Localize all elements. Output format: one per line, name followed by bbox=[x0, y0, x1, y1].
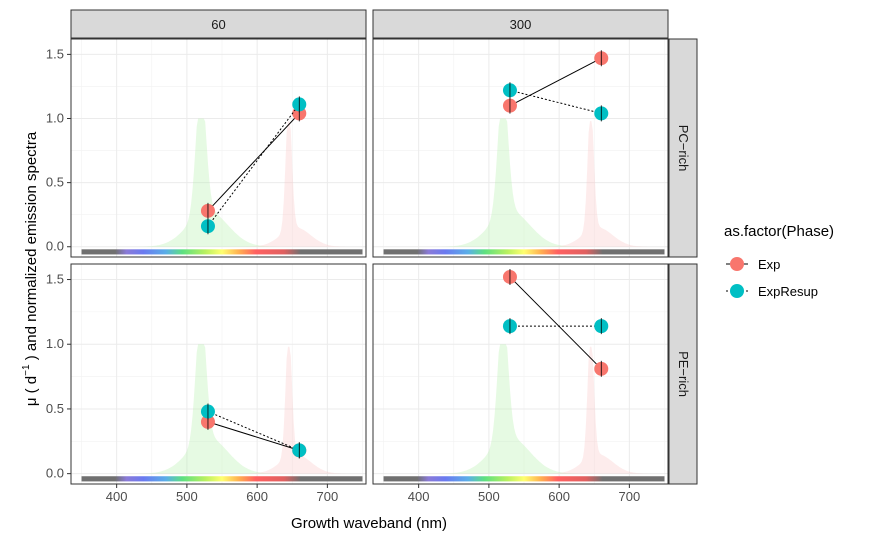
y-axis-title-rest: ) and normalized emission spectra bbox=[23, 131, 40, 364]
series-line-exp bbox=[207, 113, 300, 212]
y-tick-label: 0.0 bbox=[46, 239, 64, 254]
panel-background bbox=[373, 264, 668, 484]
emission-red-area bbox=[81, 121, 363, 247]
emission-green-area bbox=[383, 118, 665, 247]
x-tick-label: 600 bbox=[246, 489, 268, 504]
x-tick-label: 500 bbox=[478, 489, 500, 504]
strip-col-label: 60 bbox=[211, 17, 225, 32]
strip-row-bg bbox=[668, 263, 698, 485]
spectrum-bar bbox=[383, 249, 665, 255]
panel-border bbox=[372, 263, 669, 485]
emission-red-area bbox=[383, 346, 665, 474]
x-axis-title: Growth waveband (nm) bbox=[291, 515, 447, 532]
series-line-expresup bbox=[207, 411, 300, 451]
y-tick-label: 1.5 bbox=[46, 46, 64, 61]
panel-background bbox=[71, 39, 366, 257]
y-tick-label: 0.0 bbox=[46, 466, 64, 481]
strip-row-0: PC−rich bbox=[668, 38, 698, 258]
legend-item-exp: Exp bbox=[726, 257, 780, 272]
emission-green-area bbox=[383, 344, 665, 474]
panel-background bbox=[71, 264, 366, 484]
emission-green-area bbox=[81, 118, 363, 247]
spectrum-bar bbox=[81, 249, 363, 255]
panel-300-1: 400 500 600 700 bbox=[372, 263, 669, 504]
x-tick-label: 400 bbox=[106, 489, 128, 504]
strip-col-label: 300 bbox=[510, 17, 532, 32]
series-line-expresup bbox=[207, 104, 300, 227]
legend-label-expresup: ExpResup bbox=[758, 284, 818, 299]
strip-row-bg bbox=[668, 38, 698, 258]
y-axis-title-main: μ ( d bbox=[23, 376, 40, 406]
legend-marker-expresup bbox=[730, 284, 744, 298]
emission-green-area bbox=[81, 344, 363, 474]
x-tick-label: 600 bbox=[548, 489, 570, 504]
series-line-exp bbox=[509, 276, 602, 370]
emission-red-area bbox=[81, 346, 363, 474]
emission-red-area bbox=[383, 121, 665, 247]
spectrum-bar bbox=[81, 476, 363, 482]
x-tick-label: 700 bbox=[317, 489, 339, 504]
x-tick-label: 500 bbox=[176, 489, 198, 504]
strip-col-bg bbox=[372, 9, 669, 39]
strip-col-60: 60 bbox=[70, 9, 367, 39]
panel-border bbox=[372, 38, 669, 258]
panel-border bbox=[70, 38, 367, 258]
legend-item-expresup: ExpResup bbox=[726, 284, 818, 299]
strip-col-300: 300 bbox=[372, 9, 669, 39]
legend-title: as.factor(Phase) bbox=[724, 223, 834, 240]
panel-300-0 bbox=[372, 38, 669, 258]
y-tick-label: 0.5 bbox=[46, 175, 64, 190]
strip-col-bg bbox=[70, 9, 367, 39]
facet-panels: 60 300 PC−rich PE−rich 0.0 0.5 1.0 1.5 0.0 0.5 1.0… bbox=[46, 9, 698, 504]
strip-row-label: PC−rich bbox=[676, 125, 691, 172]
strip-row-label: PE−rich bbox=[676, 351, 691, 397]
strip-row-1: PE−rich bbox=[668, 263, 698, 485]
panel-background bbox=[373, 39, 668, 257]
spectrum-bar bbox=[383, 476, 665, 482]
x-tick-label: 700 bbox=[619, 489, 641, 504]
series-line-exp bbox=[509, 57, 602, 107]
y-tick-label: 1.0 bbox=[46, 111, 64, 126]
y-tick-label: 0.5 bbox=[46, 401, 64, 416]
y-axis-title: μ ( d−1 ) and normalized emission spectr… bbox=[21, 131, 40, 406]
panel-60-1: 0.0 0.5 1.0 1.5 400 500 600 700 bbox=[46, 263, 367, 504]
legend-label-exp: Exp bbox=[758, 257, 780, 272]
series-line-exp bbox=[207, 421, 300, 451]
y-axis-title-sup: −1 bbox=[21, 364, 32, 376]
x-tick-label: 400 bbox=[408, 489, 430, 504]
y-tick-label: 1.0 bbox=[46, 336, 64, 351]
legend-marker-exp bbox=[730, 257, 744, 271]
panel-60-0: 0.0 0.5 1.0 1.5 bbox=[46, 38, 367, 258]
legend: as.factor(Phase) Exp ExpResup bbox=[724, 223, 834, 299]
y-tick-label: 1.5 bbox=[46, 272, 64, 287]
panel-border bbox=[70, 263, 367, 485]
